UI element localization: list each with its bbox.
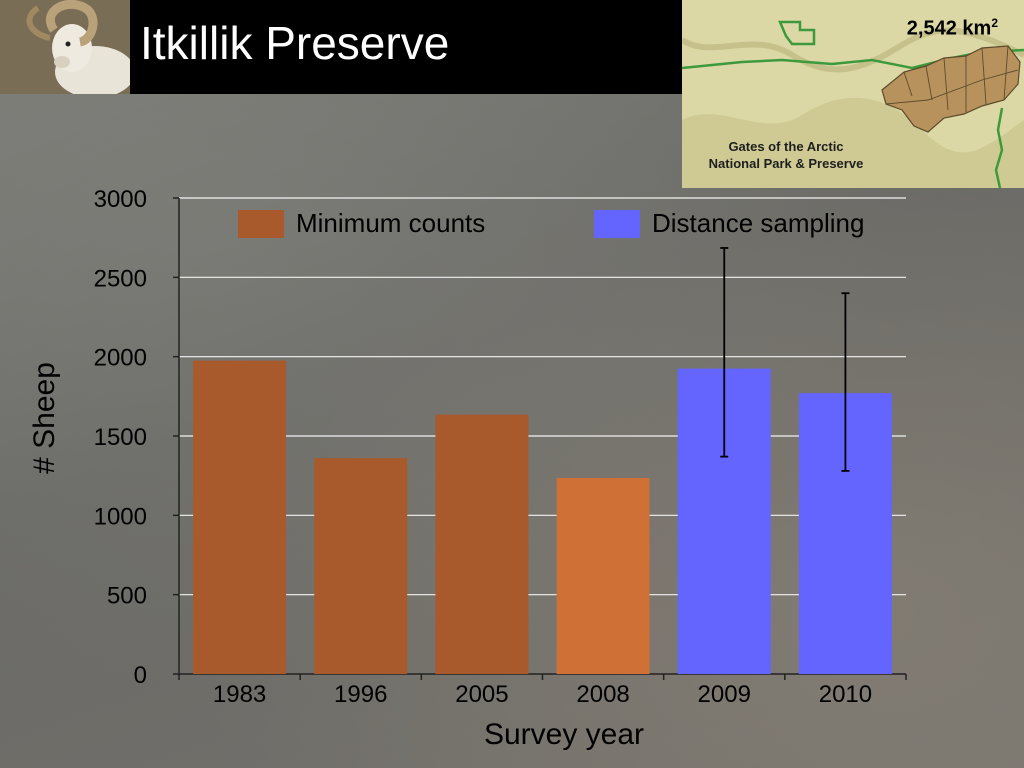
preserve-map (682, 0, 1024, 188)
park-label-line1: Gates of the Arctic (728, 139, 844, 154)
y-tick-label: 2000 (94, 345, 147, 372)
gridlines (179, 197, 906, 596)
legend-swatch (594, 210, 640, 238)
y-tick-label: 1000 (94, 503, 147, 530)
y-tick-label: 1500 (94, 424, 147, 451)
bar-2005 (435, 414, 529, 674)
y-tick-label: 0 (134, 662, 147, 689)
x-tick-label: 2009 (698, 681, 751, 708)
legend-swatch (238, 210, 284, 238)
legend: Minimum counts Distance sampling (238, 208, 864, 238)
y-tick-label: 500 (107, 583, 147, 610)
dall-sheep-icon (0, 0, 130, 94)
legend-label: Distance sampling (652, 208, 864, 238)
x-axis-title: Survey year (484, 718, 644, 751)
y-tick-label: 3000 (94, 186, 147, 213)
itkillik-preserve-units (881, 45, 1021, 133)
x-tick-label: 2008 (576, 681, 629, 708)
x-tick-label: 1983 (213, 681, 266, 708)
bar-2008 (556, 478, 650, 674)
map-inset: 2,542 km2 Gates of the Arctic National P… (682, 0, 1024, 188)
page-title: Itkillik Preserve (140, 17, 450, 69)
bar-1983 (193, 360, 287, 674)
x-tick-label: 2005 (455, 681, 508, 708)
error-bars (720, 247, 850, 472)
park-name-label: Gates of the Arctic National Park & Pres… (686, 138, 886, 172)
title-bar: Itkillik Preserve (130, 0, 682, 94)
preserve-area-label: 2,542 km2 (906, 16, 998, 40)
x-tick-label: 2010 (819, 681, 872, 708)
y-axis-title: # Sheep (28, 362, 61, 474)
y-tick-labels: 0 500 1000 1500 2000 2500 3000 (94, 186, 179, 689)
inset-unit-outline (778, 20, 816, 46)
y-tick-label: 2500 (94, 265, 147, 292)
bars (193, 360, 892, 674)
dall-sheep-photo (0, 0, 130, 94)
x-tick-label: 1996 (334, 681, 387, 708)
legend-label: Minimum counts (296, 208, 485, 238)
bar-1996 (314, 458, 408, 674)
park-label-line2: National Park & Preserve (708, 156, 864, 171)
x-tick-labels: 1983 1996 2005 2008 2009 2010 (178, 674, 907, 708)
